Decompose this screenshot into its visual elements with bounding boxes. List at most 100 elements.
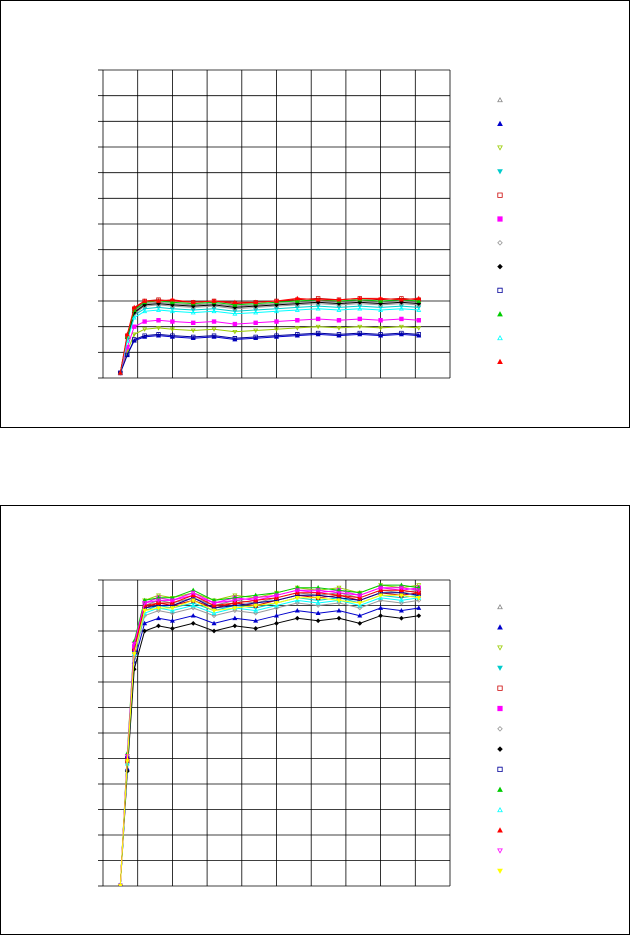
data-point	[253, 334, 258, 340]
data-point	[211, 327, 217, 332]
data-point	[117, 370, 123, 375]
data-point	[295, 332, 300, 337]
series-line	[119, 597, 419, 886]
series-line	[119, 592, 419, 886]
data-point	[336, 615, 342, 621]
data-point	[211, 613, 217, 619]
data-point	[142, 333, 147, 338]
data-point	[399, 316, 404, 322]
legend-marker	[497, 263, 503, 270]
legend-marker	[497, 868, 503, 874]
data-point	[156, 326, 161, 331]
data-point	[336, 307, 342, 312]
data-point	[169, 308, 175, 314]
data-point	[378, 301, 383, 306]
data-point	[315, 324, 321, 330]
data-point	[336, 318, 342, 323]
data-point	[336, 326, 342, 331]
data-point	[253, 618, 259, 623]
data-point	[232, 593, 238, 598]
data-point	[190, 602, 196, 608]
data-point	[190, 598, 196, 604]
data-point	[398, 607, 404, 613]
data-point	[142, 308, 148, 314]
data-point	[131, 315, 137, 320]
data-point	[274, 319, 279, 324]
series-line	[119, 333, 419, 374]
data-point	[132, 337, 137, 342]
data-point	[142, 608, 148, 614]
data-point	[294, 295, 300, 301]
legend-marker	[497, 726, 503, 732]
series-line	[119, 305, 419, 374]
legend-marker	[497, 145, 503, 151]
legend-marker	[497, 169, 503, 175]
data-point	[131, 652, 137, 657]
data-point	[315, 588, 321, 593]
data-point	[378, 326, 384, 331]
data-point	[398, 597, 404, 603]
data-point	[416, 596, 422, 601]
legend-marker	[497, 192, 503, 198]
legend-marker	[497, 120, 503, 126]
data-point	[125, 352, 130, 358]
data-point	[315, 316, 321, 322]
series-line	[119, 332, 419, 374]
data-point	[315, 610, 321, 615]
data-point	[398, 297, 404, 302]
data-point	[190, 605, 196, 611]
legend-marker	[497, 216, 503, 222]
data-point	[124, 331, 130, 337]
data-point	[357, 324, 363, 330]
data-point	[170, 302, 175, 308]
data-point	[191, 334, 196, 340]
data-point	[416, 583, 422, 588]
data-point	[142, 319, 147, 324]
series-line	[119, 584, 419, 886]
data-point	[399, 600, 404, 606]
chart-frame	[0, 505, 630, 935]
data-point	[416, 298, 422, 303]
plot-area	[117, 582, 422, 886]
data-point	[378, 332, 383, 337]
data-point	[232, 299, 238, 305]
legend-marker	[497, 827, 503, 833]
series-line	[119, 584, 419, 886]
data-point	[294, 307, 300, 312]
data-point	[253, 607, 259, 613]
data-point	[156, 307, 161, 312]
series-line	[119, 587, 419, 886]
data-point	[253, 610, 259, 616]
series-line	[119, 607, 419, 886]
series-line	[119, 308, 419, 374]
data-point	[294, 588, 300, 593]
data-point	[274, 620, 279, 626]
data-point	[253, 299, 259, 305]
data-point	[294, 596, 300, 601]
data-point	[416, 301, 422, 306]
data-point	[274, 327, 279, 332]
data-point	[170, 333, 175, 338]
data-point	[170, 319, 175, 324]
legend-marker	[497, 96, 503, 103]
plot-area	[117, 295, 422, 376]
data-point	[169, 297, 175, 302]
data-point	[190, 328, 196, 334]
legend-marker	[497, 685, 503, 691]
data-point	[315, 596, 321, 601]
data-point	[399, 330, 404, 336]
legend-marker	[497, 624, 503, 630]
series-line	[119, 594, 419, 886]
legend-marker	[497, 287, 503, 294]
data-point	[211, 601, 217, 606]
legend-marker	[497, 603, 503, 610]
data-point	[378, 605, 384, 610]
data-point	[357, 306, 363, 311]
data-point	[357, 601, 363, 606]
data-point	[315, 330, 321, 336]
data-point	[169, 299, 175, 305]
legend-marker	[497, 786, 503, 792]
series-line	[119, 599, 419, 886]
data-point	[156, 298, 161, 303]
data-point	[142, 601, 148, 606]
